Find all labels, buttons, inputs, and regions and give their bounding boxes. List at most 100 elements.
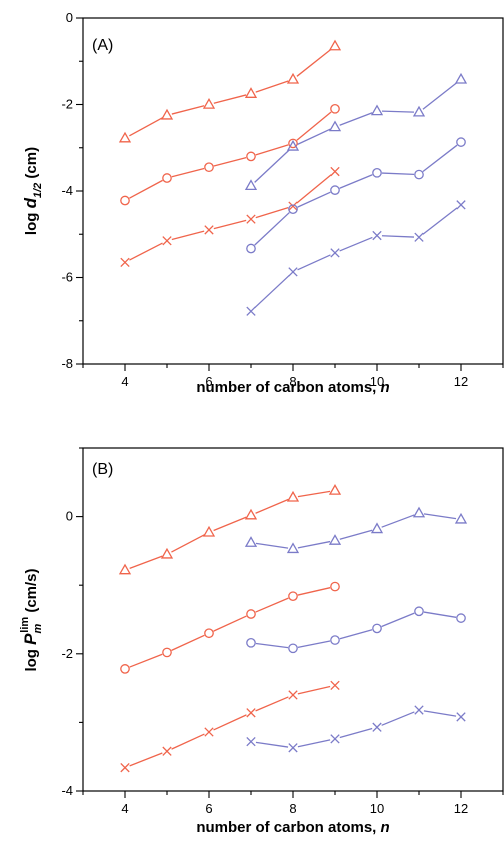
panel-a-series-line-segment bbox=[171, 105, 205, 115]
panel-b-series-line-segment bbox=[339, 629, 373, 640]
panel-b-series-red-circle bbox=[120, 581, 340, 674]
panel-a-y-tick-label: -8 bbox=[61, 356, 73, 371]
panel-a-data-point-triangle bbox=[454, 72, 468, 84]
panel-b-data-point-triangle bbox=[328, 484, 342, 495]
panel-a-series-line-segment bbox=[213, 219, 247, 230]
panel-a-series-line-segment bbox=[297, 254, 331, 271]
panel-b-series-line-segment bbox=[297, 490, 331, 498]
panel-a-data-point-triangle bbox=[244, 179, 258, 191]
panel-b-data-point-triangle bbox=[202, 525, 216, 537]
panel-b-series-line-segment bbox=[297, 640, 331, 648]
panel-b-series-line-segment bbox=[129, 752, 163, 767]
panel-b-data-point-triangle bbox=[370, 522, 384, 534]
panel-b-series-line-segment bbox=[255, 741, 289, 748]
panel-a-series-line-segment bbox=[255, 144, 289, 156]
panel-a-series-blue-triangle bbox=[244, 72, 468, 191]
panel-a-x-tick-label: 4 bbox=[121, 374, 128, 389]
panel-a-data-point-circle bbox=[456, 137, 466, 147]
panel-a-data-point-circle bbox=[372, 167, 382, 178]
panel-b-series-line-segment bbox=[297, 739, 331, 748]
panel-a-data-point-cross bbox=[372, 230, 382, 241]
panel-b-label: (B) bbox=[92, 461, 113, 478]
panel-a-data-point-cross bbox=[330, 248, 340, 258]
panel-b-data-point-triangle bbox=[412, 506, 426, 518]
panel-b-data-point-circle bbox=[246, 637, 256, 648]
panel-a-series-line-segment bbox=[296, 48, 332, 77]
panel-b-series-line-segment bbox=[297, 587, 331, 596]
panel-a-series-blue-cross bbox=[246, 200, 466, 316]
panel-a-series-line-segment bbox=[254, 149, 290, 183]
panel-a-data-point-cross bbox=[204, 225, 214, 235]
panel-a-data-point-triangle bbox=[328, 39, 342, 51]
panel-a-series-red-circle bbox=[120, 103, 340, 206]
panel-b-series-line-segment bbox=[129, 555, 163, 569]
panel-b-series-line-segment bbox=[423, 611, 457, 618]
panel-b-series-line-segment bbox=[339, 727, 373, 739]
panel-a-data-point-cross bbox=[246, 306, 256, 316]
panel-a-series-line-segment bbox=[339, 174, 373, 189]
panel-a-series-line-segment bbox=[381, 110, 415, 113]
panel-b-data-point-triangle bbox=[160, 547, 174, 559]
panel-b-data-point-cross bbox=[414, 705, 424, 715]
panel-b-series-line-segment bbox=[255, 642, 289, 649]
panel-b-series-group bbox=[118, 484, 468, 773]
panel-b-series-line-segment bbox=[171, 634, 205, 651]
panel-a-data-point-circle bbox=[246, 151, 256, 162]
panel-b-data-point-circle bbox=[288, 643, 298, 654]
panel-a-data-point-circle bbox=[414, 169, 424, 180]
panel-a-data-point-cross bbox=[288, 201, 298, 211]
panel-a-series-line-segment bbox=[422, 207, 458, 235]
panel-b-data-point-cross bbox=[288, 743, 298, 753]
panel-a-data-point-circle bbox=[288, 204, 298, 215]
panel-b-series-line-segment bbox=[423, 513, 457, 520]
panel-b-series-line-segment bbox=[381, 514, 415, 528]
panel-a-data-point-circle bbox=[204, 162, 214, 173]
panel-b-data-point-circle bbox=[414, 606, 424, 617]
panel-a-series-line-segment bbox=[381, 172, 415, 176]
panel-a-data-point-cross bbox=[246, 214, 256, 224]
panel-a-data-point-triangle bbox=[118, 131, 132, 143]
panel-b-y-tick-label: -4 bbox=[61, 783, 73, 798]
panel-b-data-point-cross bbox=[204, 727, 214, 737]
panel-b-series-red-triangle bbox=[118, 484, 342, 575]
panel-a-x-tick-label: 8 bbox=[289, 374, 296, 389]
panel-b-data-point-cross bbox=[372, 722, 382, 732]
panel-b-x-tick-label: 12 bbox=[454, 801, 468, 816]
panel-b-data-point-cross bbox=[288, 690, 298, 700]
panel-b-x-tick-label: 8 bbox=[289, 801, 296, 816]
panel-a-series-line-segment bbox=[129, 242, 163, 261]
panel-a-data-point-cross bbox=[288, 267, 298, 277]
panel-b-series-line-segment bbox=[423, 710, 457, 717]
panel-a-series-line-segment bbox=[297, 191, 331, 208]
panel-b-data-point-cross bbox=[456, 712, 466, 722]
panel-a-data-point-cross bbox=[120, 257, 130, 268]
panel-b-data-point-triangle bbox=[286, 542, 300, 554]
panel-b-x-axis-label: number of carbon atoms, n bbox=[196, 819, 389, 836]
panel-b-data-point-triangle bbox=[244, 508, 258, 520]
panel-b-data-point-circle bbox=[372, 623, 382, 634]
panel-a-series-line-segment bbox=[296, 111, 332, 141]
panel-b-data-point-cross bbox=[246, 736, 256, 747]
panel-b-data-point-triangle bbox=[454, 512, 468, 524]
panel-b-plot-frame bbox=[82, 447, 504, 792]
panel-a-y-tick-label: 0 bbox=[66, 10, 73, 25]
panel-a-series-line-segment bbox=[381, 235, 415, 238]
panel-b-series-red-cross bbox=[120, 680, 340, 773]
panel-b-series-blue-cross bbox=[246, 705, 466, 753]
panel-a-data-point-triangle bbox=[286, 139, 300, 151]
panel-a-data-point-circle bbox=[162, 173, 172, 183]
panel-a-series-group bbox=[118, 39, 468, 316]
panel-a-data-point-triangle bbox=[244, 87, 258, 98]
panel-a-y-tick-label: -2 bbox=[61, 97, 73, 112]
panel-b-data-point-circle bbox=[288, 591, 298, 602]
panel-a-series-line-segment bbox=[129, 179, 163, 199]
panel-a-plot-frame bbox=[82, 17, 504, 365]
panel-b-data-point-cross bbox=[246, 708, 256, 718]
panel-a-data-point-triangle bbox=[370, 104, 384, 116]
panel-a-series-blue-circle bbox=[246, 137, 466, 254]
panel-b-series-line-segment bbox=[255, 542, 289, 549]
panel-b-data-point-cross bbox=[330, 680, 340, 691]
panel-b-data-point-circle bbox=[456, 613, 466, 623]
panel-b-data-point-triangle bbox=[244, 536, 258, 547]
panel-a-data-point-circle bbox=[330, 185, 340, 195]
